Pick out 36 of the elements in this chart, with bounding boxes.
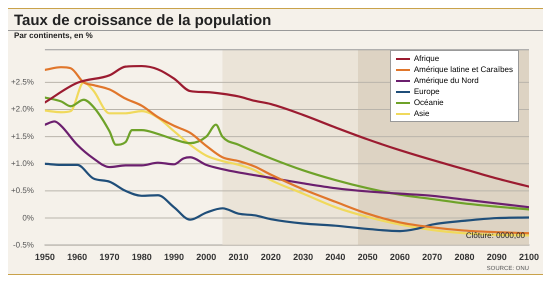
annotation: Clôture: 0000,00 [466, 231, 525, 240]
x-tick-label: 1950 [34, 252, 55, 262]
y-tick-label: +2.5% [11, 78, 34, 87]
x-tick-label: 2090 [486, 252, 507, 262]
x-tick-label: 1970 [99, 252, 120, 262]
legend-label: Amérique du Nord [414, 75, 479, 86]
x-tick-label: 1960 [67, 252, 88, 262]
legend-label: Amérique latine et Caraïbes [414, 64, 513, 75]
x-tick-label: 2080 [454, 252, 474, 262]
legend-label: Europe [414, 86, 440, 97]
chart-title: Taux de croissance de la population [13, 11, 272, 30]
line-series [44, 120, 529, 208]
legend-label: Afrique [414, 53, 440, 64]
y-tick-label: +1.5% [11, 132, 34, 141]
line-series [44, 96, 529, 210]
x-tick-label: 2000 [196, 252, 216, 262]
line-series [44, 162, 529, 232]
x-tick-label: 2020 [260, 252, 281, 262]
legend-label: Asie [414, 108, 430, 119]
x-tick-label: 2050 [358, 252, 378, 262]
x-tick-label: 2100 [518, 252, 540, 262]
x-tick-label: 1980 [132, 252, 152, 262]
x-tick-label: 2030 [293, 252, 314, 262]
y-tick-label: 0% [22, 213, 34, 222]
x-tick-label: 1990 [164, 252, 184, 262]
legend-label: Océanie [414, 97, 444, 108]
x-tick-label: 2060 [390, 252, 410, 262]
x-tick-label: 2040 [325, 252, 346, 262]
y-tick-label: +2.0% [11, 104, 34, 114]
x-tick-label: 2070 [422, 252, 442, 262]
y-tick-label: +0.5% [11, 186, 34, 196]
y-tick-label: +1.0% [11, 158, 34, 168]
chart-subtitle: Par continents, en % [8, 30, 543, 42]
x-tick-label: 2010 [228, 252, 249, 262]
line-series [44, 64, 529, 188]
y-tick-label: -0.5% [13, 240, 34, 250]
